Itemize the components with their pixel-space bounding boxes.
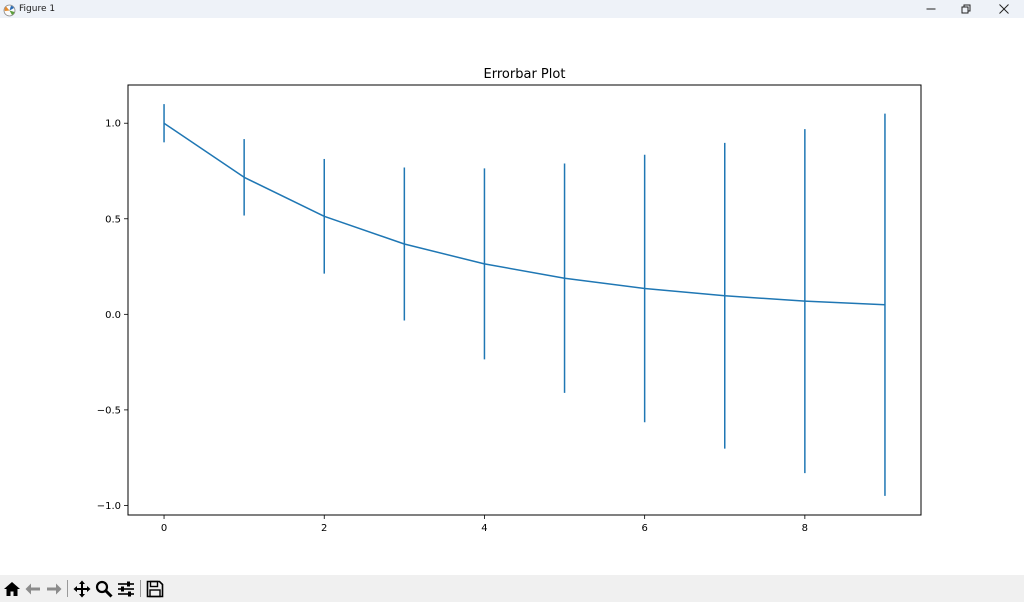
x-tick-label: 8 [802,523,808,534]
magnifier-icon [95,580,113,598]
maximize-button[interactable] [949,0,983,18]
navigation-toolbar [0,575,1024,602]
home-button[interactable] [2,579,22,599]
restore-icon [961,4,971,14]
subplots-button[interactable] [116,579,136,599]
x-tick-label: 6 [641,523,647,534]
minimize-icon [926,4,936,14]
y-tick-label: −0.5 [97,405,121,416]
floppy-disk-icon [146,580,164,598]
sliders-icon [117,580,135,598]
toolbar-separator [67,580,68,597]
x-tick-label: 4 [481,523,487,534]
window-titlebar: Figure 1 [0,0,1024,18]
y-tick-label: 0.5 [105,214,121,225]
figure-canvas[interactable]: Errorbar Plot 0 2 4 6 8 −1.0 −0.5 0.0 0.5 1.0 [0,18,1024,575]
chart-title: Errorbar Plot [484,67,566,82]
close-icon [999,4,1009,14]
pan-button[interactable] [72,579,92,599]
x-tick-label: 2 [321,523,327,534]
y-tick-label: −1.0 [97,501,121,512]
window-title: Figure 1 [19,4,56,14]
move-icon [73,580,91,598]
y-tick-label: 1.0 [105,119,121,130]
save-button[interactable] [145,579,165,599]
close-button[interactable] [987,0,1021,18]
toolbar-separator [140,580,141,597]
arrow-right-icon [45,580,63,598]
minimize-button[interactable] [914,0,948,18]
zoom-button[interactable] [94,579,114,599]
axes-frame [127,84,922,516]
x-tick-label: 0 [161,523,167,534]
errorbar-chart: Errorbar Plot 0 2 4 6 8 −1.0 −0.5 0.0 0.5 1.0 [97,67,922,534]
series-line [163,122,886,306]
matplotlib-icon [3,2,16,17]
y-tick-label: 0.0 [105,310,121,321]
arrow-left-icon [24,580,42,598]
home-icon [3,580,21,598]
forward-button[interactable] [44,579,64,599]
back-button[interactable] [23,579,43,599]
